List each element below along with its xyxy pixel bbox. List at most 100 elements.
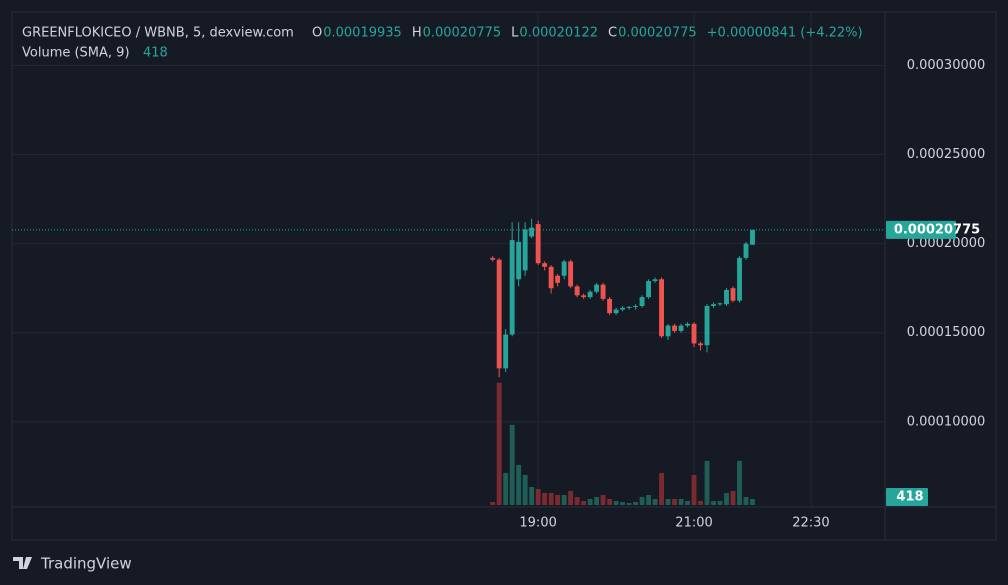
volume-bar [665,498,671,505]
candle-body [568,261,574,287]
candle-body [724,289,729,305]
candle-body [522,229,528,271]
change: +0.00000841 (+4.22%) [707,26,863,41]
volume-bar [750,498,755,505]
candle-body [659,279,664,337]
ohlc-value: 0.00020775 [423,26,502,41]
symbol: GREENFLOKICEO / WBNB, 5, dexview.com [22,26,294,41]
volume-bar [620,501,626,505]
y-tick-label: 0.00030000 [907,58,986,73]
volume-bar [568,490,574,505]
candle-body [503,334,509,369]
volume-bar [529,486,535,505]
candle-body [542,263,548,267]
x-tick-label: 21:00 [675,516,712,531]
header: GREENFLOKICEO / WBNB, 5, dexview.com Vol… [22,26,863,61]
volume-bar [581,500,587,505]
candle-body [516,241,522,280]
candle-body [743,243,749,258]
ohlc-label: H [412,26,422,41]
volume-bar [717,500,723,505]
candle-body [496,259,502,369]
candle-body [600,284,606,299]
candle-body [685,323,690,326]
candle-body [717,303,723,305]
candle-body [548,266,554,289]
candle-body [574,286,580,296]
volume-bar [685,500,690,505]
y-tick-label: 0.00015000 [907,325,986,340]
volume-bar [626,502,632,505]
volume-bar [613,500,619,505]
volume-bar [737,460,742,505]
candle-body [672,325,677,331]
branding: TradingView [40,555,132,573]
last-price-box [886,220,956,239]
volume-bar [704,460,710,505]
volume-bar [594,496,600,505]
candle-body [750,229,755,245]
y-tick-label: 0.00025000 [907,147,986,162]
volume-bar [516,464,522,505]
volume-bar [652,498,658,505]
last-price-label: 0.00020775 [894,222,980,237]
candle-body [561,261,567,276]
pane-frame [11,11,997,541]
grid [12,12,885,507]
volume-bar [659,472,664,505]
candle-body [535,224,541,264]
volume-bar [574,496,580,505]
ohlc-value: 0.00019935 [323,26,402,41]
volume-bar [503,472,509,505]
x-tick-label: 19:00 [519,516,556,531]
candle-body [730,288,736,301]
candle-body [613,309,619,314]
candle-body [704,306,710,346]
volume-bar [672,498,677,505]
candle-body [509,240,515,335]
ohlc-value: 0.00020122 [519,26,598,41]
candle-body [633,306,639,308]
ohlc-value: 0.00020775 [618,26,697,41]
candle-body [639,297,645,307]
logo-icon [13,557,32,569]
volume-bar [587,498,593,505]
volume-bar [496,382,502,505]
candle-body [737,257,742,301]
candle-body [529,227,535,237]
volume-bar [691,474,697,505]
candle-body [594,284,600,292]
volume-bar [607,498,613,505]
candle-body [691,323,697,344]
volume-bar [490,501,496,505]
volume-bar [711,500,716,505]
candle-body [711,304,716,307]
volume-bar [743,496,749,505]
volume-title: Volume (SMA, 9) [22,46,130,61]
volume-bar [522,474,528,505]
candle-body [665,325,671,337]
volume-bar [561,494,567,505]
candle-body [698,343,703,346]
volume-sma: 418 [143,46,168,61]
candle-body [626,306,632,308]
volume-bar [678,498,684,505]
candle-body [607,298,613,314]
candle-body [555,275,561,283]
axes: 0.00010000 0.00015000 0.00020000 0.00025000… [12,58,985,531]
candles [490,218,755,378]
volume-bar [555,494,561,505]
ohlc-label: C [608,26,617,41]
candle-body [646,281,651,298]
volume-bars [490,382,755,505]
candle-body [581,295,587,298]
y-tick-label: 0.00020000 [907,236,986,251]
volume-bar [724,492,729,505]
volume-bar [639,496,645,505]
candle-body [490,257,496,260]
volume-bar [542,492,548,505]
volume-sma-label: 418 [896,490,923,505]
volume-bar [730,490,736,505]
